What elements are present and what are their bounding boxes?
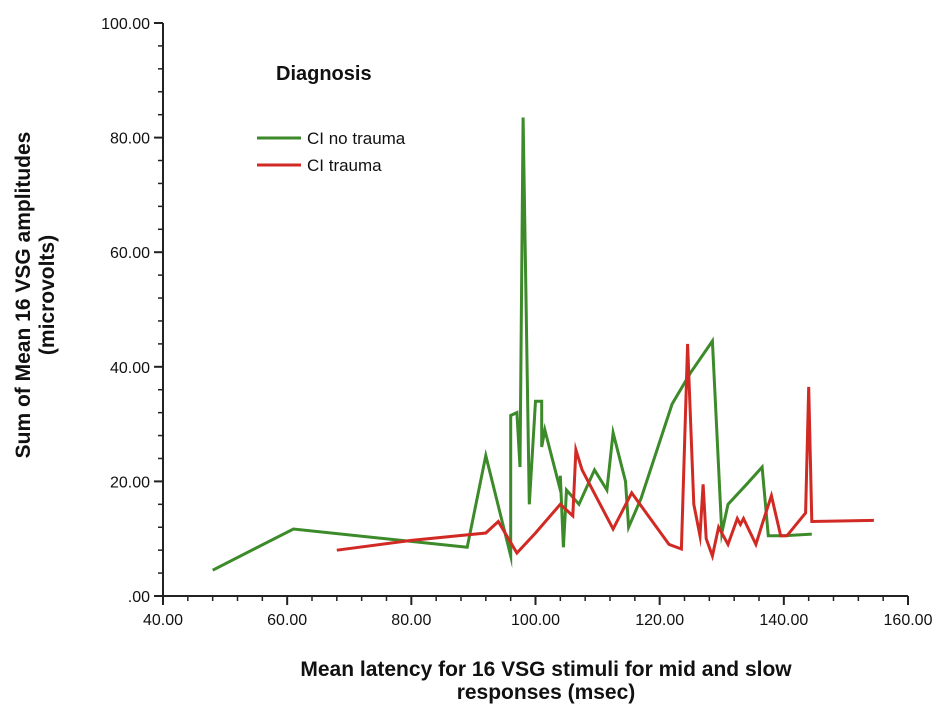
x-tick-label: 140.00 xyxy=(759,612,808,629)
series-line-ci-no-trauma xyxy=(212,117,812,572)
x-tick-label: 100.00 xyxy=(511,612,560,629)
x-tick-label: 120.00 xyxy=(635,612,684,629)
x-ticks: 40.00 60.00 80.00 100.00 120.00 140.00 160.00 xyxy=(143,596,933,629)
legend-label: CI no trauma xyxy=(307,129,406,148)
x-axis-title-line-2: responses (msec) xyxy=(457,681,636,704)
y-tick-label: .00 xyxy=(128,589,150,606)
x-tick-label: 60.00 xyxy=(267,612,307,629)
y-tick-label: 20.00 xyxy=(110,474,150,491)
y-tick-label: 100.00 xyxy=(101,16,150,33)
y-axis-title-line-2: (microvolts) xyxy=(36,235,59,355)
legend-entries: CI no trauma CI trauma xyxy=(257,129,406,175)
series-layer xyxy=(212,117,874,572)
x-tick-label: 40.00 xyxy=(143,612,183,629)
axes xyxy=(162,23,908,597)
x-tick-label: 80.00 xyxy=(391,612,431,629)
legend-label: CI trauma xyxy=(307,156,382,175)
y-ticks: .00 20.00 40.00 60.00 80.00 100.00 xyxy=(101,16,163,606)
y-tick-label: 40.00 xyxy=(110,360,150,377)
y-axis-title-line-1: Sum of Mean 16 VSG amplitudes xyxy=(12,132,35,459)
x-tick-label: 160.00 xyxy=(884,612,933,629)
legend-title: Diagnosis xyxy=(276,63,372,85)
series-line-ci-trauma xyxy=(336,343,874,562)
legend: Diagnosis CI no trauma CI trauma xyxy=(257,63,406,175)
y-tick-label: 60.00 xyxy=(110,245,150,262)
y-tick-label: 80.00 xyxy=(110,131,150,148)
x-axis-title-line-1: Mean latency for 16 VSG stimuli for mid … xyxy=(300,658,792,681)
